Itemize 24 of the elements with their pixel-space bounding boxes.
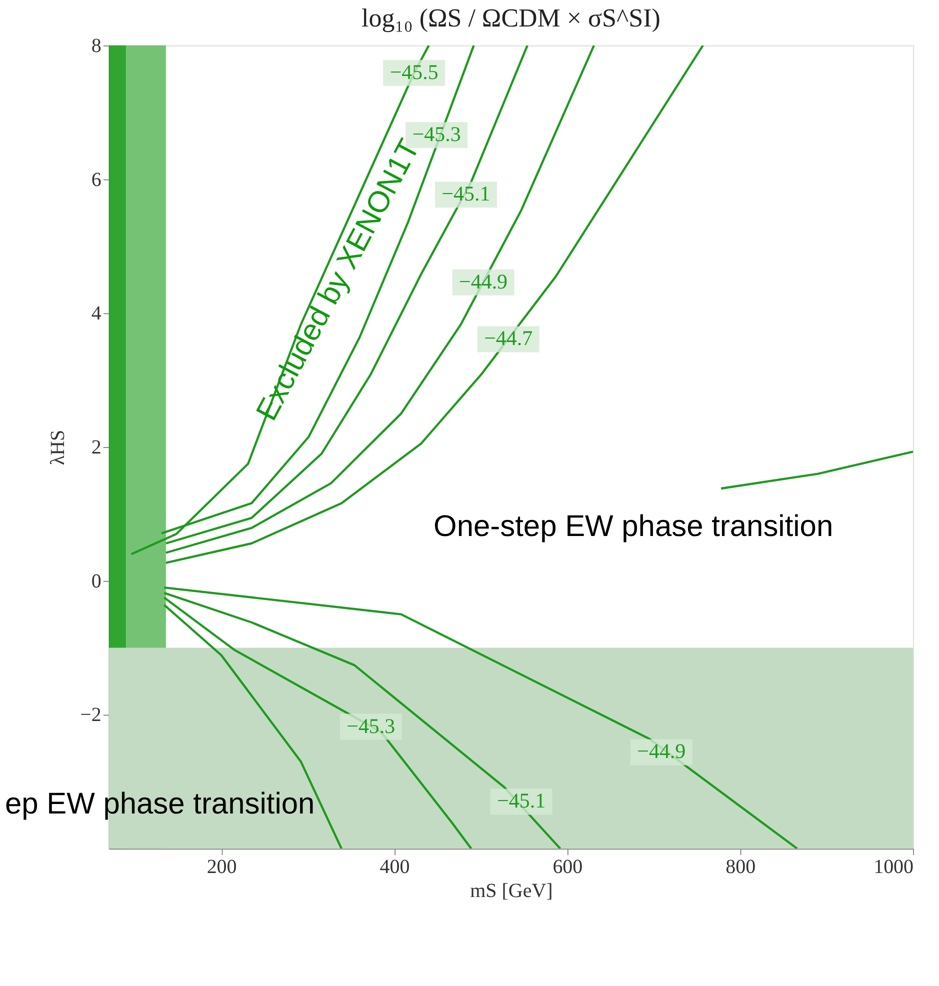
- x-tick-label: 800: [726, 856, 756, 878]
- annotation: −44.7: [484, 326, 533, 350]
- y-tick-label: −2: [80, 704, 102, 726]
- y-tick-label: 6: [91, 168, 102, 191]
- annotation: −45.5: [390, 60, 438, 84]
- y-tick-label: 8: [91, 34, 102, 57]
- annotation: −45.1: [442, 182, 490, 206]
- y-tick-label: 0: [91, 570, 102, 592]
- x-tick-label: 600: [552, 856, 583, 878]
- annotation: ep EW phase transition: [4, 788, 315, 821]
- annotation: −44.9: [459, 269, 508, 294]
- annotation: One-step EW phase transition: [434, 510, 834, 543]
- annotation: −45.1: [497, 788, 546, 813]
- y-axis-title: λHS: [47, 430, 70, 466]
- annotation: −45.3: [346, 714, 396, 738]
- annotation: −44.9: [637, 739, 686, 764]
- chart-title: log₁₀ (ΩS / ΩCDM × σS^SI): [362, 3, 660, 32]
- x-axis-title: mS [GeV]: [470, 880, 553, 902]
- x-tick-label: 1000: [874, 856, 914, 878]
- line-series: [164, 45, 704, 564]
- y-tick-label: 2: [91, 436, 102, 458]
- x-tick-label: 400: [380, 856, 410, 878]
- x-tick-label: 200: [206, 856, 237, 878]
- y-tick-label: 4: [91, 302, 102, 325]
